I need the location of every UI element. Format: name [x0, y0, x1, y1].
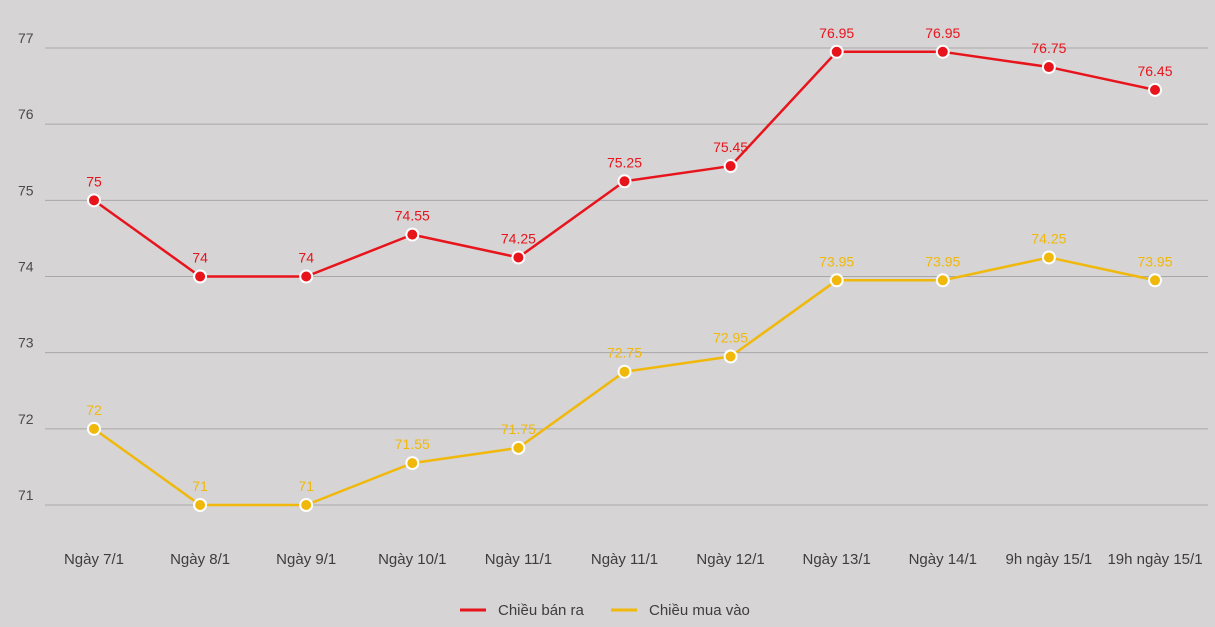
data-label: 73.95	[925, 253, 960, 269]
data-label: 75.45	[713, 139, 748, 155]
data-point	[193, 498, 208, 512]
legend-item-ban-ra: Chiều bán ra	[460, 602, 585, 619]
data-label: 71	[298, 478, 314, 494]
data-point	[723, 349, 738, 364]
data-point	[829, 273, 844, 288]
data-label: 74.25	[1031, 230, 1066, 246]
data-label: 71.55	[395, 436, 430, 452]
data-label: 76.95	[925, 25, 960, 41]
data-label: 73.95	[1137, 253, 1172, 269]
x-tick-label: Ngày 10/1	[378, 551, 446, 568]
data-label: 74	[192, 250, 208, 266]
data-label: 75.25	[607, 154, 642, 170]
data-point	[723, 159, 738, 174]
x-tick-label: Ngày 11/1	[485, 551, 552, 568]
data-point	[87, 421, 101, 436]
data-point	[299, 498, 314, 512]
y-tick-label: 77	[18, 30, 34, 46]
y-tick-label: 76	[18, 106, 34, 122]
y-tick-label: 74	[18, 259, 34, 275]
data-point	[1041, 250, 1056, 265]
data-point	[829, 44, 844, 59]
data-label: 73.95	[819, 253, 854, 269]
data-point	[511, 440, 526, 455]
x-tick-label: Ngày 14/1	[909, 551, 977, 568]
data-label: 71	[192, 478, 208, 494]
series-group: 75 74 74 74.55 74.25 75.25 75.45 76.95 76.95 76.7…	[86, 25, 1173, 512]
x-tick-label: Ngày 13/1	[803, 551, 871, 568]
legend-label-ban-ra: Chiều bán ra	[498, 602, 585, 619]
y-tick-label: 72	[18, 411, 34, 427]
y-tick-label: 71	[18, 487, 34, 503]
series-1: 72 71 71 71.55 71.75 72.75 72.95 73.95 73.95 74.2…	[86, 230, 1173, 512]
x-tick-label: Ngày 11/1	[591, 551, 658, 568]
data-point	[1041, 60, 1056, 75]
y-tick-label: 75	[18, 182, 34, 198]
legend: Chiều bán ra Chiều mua vào	[460, 602, 750, 619]
x-tick-label: Ngày 9/1	[276, 551, 336, 568]
data-label: 74.25	[501, 230, 536, 246]
data-label: 76.75	[1031, 40, 1066, 56]
data-label: 76.95	[819, 25, 854, 41]
data-point	[405, 227, 420, 242]
data-point	[1148, 82, 1162, 97]
data-point	[935, 273, 950, 288]
data-point	[935, 44, 950, 59]
x-tick-label: Ngày 12/1	[696, 551, 764, 568]
data-label: 71.75	[501, 421, 536, 437]
data-point	[1148, 273, 1162, 288]
x-tick-label: 9h ngày 15/1	[1006, 551, 1093, 568]
series-line	[93, 256, 1156, 507]
series-0: 75 74 74 74.55 74.25 75.25 75.45 76.95 76.95 76.7…	[86, 25, 1173, 284]
legend-item-mua-vao: Chiều mua vào	[611, 602, 750, 619]
data-label: 72.75	[607, 345, 642, 361]
data-point	[299, 269, 314, 284]
data-point	[617, 174, 632, 189]
data-point	[87, 193, 101, 208]
legend-label-mua-vao: Chiều mua vào	[649, 602, 750, 619]
data-point	[511, 250, 526, 265]
y-axis-ticks: 71 72 73 74 75 76 77	[18, 30, 34, 503]
data-label: 76.45	[1137, 63, 1172, 79]
x-tick-label: Ngày 8/1	[170, 551, 230, 568]
data-label: 74.55	[395, 208, 430, 224]
data-label: 74	[298, 250, 314, 266]
data-label: 72	[86, 402, 102, 418]
data-label: 72.95	[713, 329, 748, 345]
x-tick-label: Ngày 7/1	[64, 551, 124, 568]
x-axis-ticks: Ngày 7/1 Ngày 8/1 Ngày 9/1 Ngày 10/1 Ngày 11…	[64, 551, 1203, 568]
y-tick-label: 73	[18, 335, 34, 351]
data-label: 75	[86, 173, 102, 189]
data-point	[405, 456, 420, 471]
x-tick-label: 19h ngày 15/1	[1107, 551, 1202, 568]
data-point	[193, 269, 208, 284]
data-point	[617, 364, 632, 379]
